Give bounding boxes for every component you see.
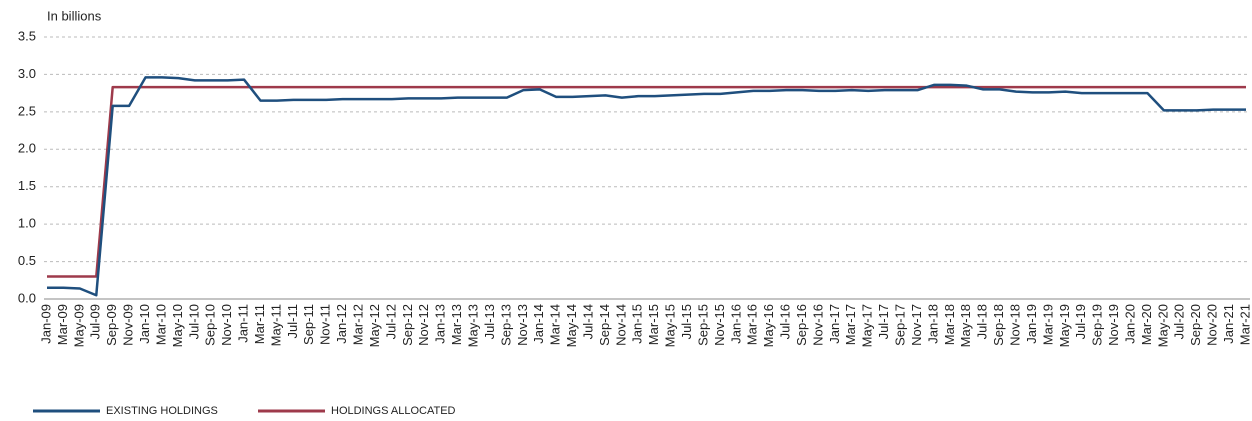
x-tick-label: Sep-09 (104, 304, 119, 346)
x-tick-label: Nov-19 (1106, 304, 1121, 346)
x-tick-label: Sep-12 (400, 304, 415, 346)
series-line (47, 76, 1246, 297)
x-tick-label: Jan-19 (1024, 304, 1039, 344)
x-tick-label: Jul-20 (1172, 304, 1187, 339)
x-tick-label: Sep-15 (695, 304, 710, 346)
x-tick-label: Mar-17 (843, 304, 858, 345)
x-tick-label: Nov-13 (515, 304, 530, 346)
x-tick-label: May-14 (564, 304, 579, 347)
x-tick-label: Nov-14 (613, 304, 628, 346)
x-tick-label: Jul-10 (186, 304, 201, 339)
x-tick-label: Jan-20 (1122, 304, 1137, 344)
y-tick-label: 0.0 (18, 290, 36, 305)
y-tick-label: 1.0 (18, 216, 36, 231)
y-tick-label: 1.5 (18, 178, 36, 193)
x-tick-label: Mar-21 (1237, 304, 1252, 345)
x-tick-label: Jan-18 (925, 304, 940, 344)
x-tick-label: Sep-17 (893, 304, 908, 346)
x-tick-label: Mar-14 (548, 304, 563, 345)
x-tick-label: May-19 (1057, 304, 1072, 347)
x-tick-label: Sep-19 (1090, 304, 1105, 346)
x-tick-label: Jul-15 (679, 304, 694, 339)
x-tick-label: Jan-13 (433, 304, 448, 344)
x-tick-label: Jul-12 (383, 304, 398, 339)
y-tick-label: 2.0 (18, 141, 36, 156)
x-tick-label: Sep-10 (203, 304, 218, 346)
y-tick-label: 3.0 (18, 66, 36, 81)
x-tick-label: Jul-19 (1073, 304, 1088, 339)
y-tick-label: 3.5 (18, 28, 36, 43)
x-tick-label: Nov-12 (416, 304, 431, 346)
x-tick-label: May-20 (1155, 304, 1170, 347)
x-tick-label: Sep-14 (597, 304, 612, 346)
x-tick-label: Mar-10 (153, 304, 168, 345)
x-tick-label: Nov-15 (712, 304, 727, 346)
x-tick-label: Sep-16 (794, 304, 809, 346)
y-tick-label: 0.5 (18, 253, 36, 268)
x-tick-label: Jan-09 (38, 304, 53, 344)
x-tick-label: Nov-09 (121, 304, 136, 346)
x-tick-label: Sep-20 (1188, 304, 1203, 346)
series-line (47, 85, 1246, 278)
x-tick-label: May-13 (465, 304, 480, 347)
x-tick-label: Mar-15 (646, 304, 661, 345)
x-tick-label: Jan-15 (630, 304, 645, 344)
y-axis-label: In billions (47, 8, 102, 23)
legend-label: HOLDINGS ALLOCATED (331, 405, 456, 417)
x-tick-label: Mar-13 (449, 304, 464, 345)
x-tick-label: May-17 (860, 304, 875, 347)
x-tick-label: Sep-13 (498, 304, 513, 346)
x-tick-label: Jan-17 (827, 304, 842, 344)
x-tick-label: Mar-18 (942, 304, 957, 345)
legend-label: EXISTING HOLDINGS (106, 405, 218, 417)
x-tick-label: Nov-10 (219, 304, 234, 346)
x-tick-label: Jul-16 (778, 304, 793, 339)
x-tick-label: Jul-13 (482, 304, 497, 339)
x-tick-label: Jan-11 (236, 304, 251, 343)
x-tick-label: Jan-12 (334, 304, 349, 344)
x-tick-label: Jan-21 (1221, 304, 1236, 344)
x-tick-label: Mar-11 (252, 304, 267, 344)
x-tick-label: Sep-11 (301, 304, 316, 345)
x-tick-label: Jul-14 (580, 304, 595, 339)
y-tick-label: 2.5 (18, 103, 36, 118)
x-tick-label: Nov-18 (1007, 304, 1022, 346)
x-tick-label: Mar-12 (351, 304, 366, 345)
x-tick-label: Jul-18 (975, 304, 990, 339)
x-tick-label: Nov-20 (1205, 304, 1220, 346)
x-tick-label: Jan-10 (137, 304, 152, 344)
x-tick-label: Nov-11 (318, 304, 333, 345)
x-tick-label: Mar-19 (1040, 304, 1055, 345)
x-tick-label: Jul-17 (876, 304, 891, 339)
x-tick-label: May-09 (71, 304, 86, 347)
x-tick-label: May-12 (367, 304, 382, 347)
x-tick-label: Jan-16 (728, 304, 743, 344)
x-tick-label: Sep-18 (991, 304, 1006, 346)
x-tick-label: May-11 (268, 304, 283, 346)
x-tick-label: May-16 (761, 304, 776, 347)
x-tick-label: May-15 (663, 304, 678, 347)
x-tick-label: Jul-09 (88, 304, 103, 339)
x-tick-label: Mar-09 (55, 304, 70, 345)
x-tick-label: May-18 (958, 304, 973, 347)
x-tick-label: Mar-20 (1139, 304, 1154, 345)
x-tick-label: Nov-16 (810, 304, 825, 346)
x-tick-label: Nov-17 (909, 304, 924, 346)
x-tick-label: Jul-11 (285, 304, 300, 338)
x-tick-label: Jan-14 (531, 304, 546, 344)
x-tick-label: May-10 (170, 304, 185, 347)
x-tick-label: Mar-16 (745, 304, 760, 345)
